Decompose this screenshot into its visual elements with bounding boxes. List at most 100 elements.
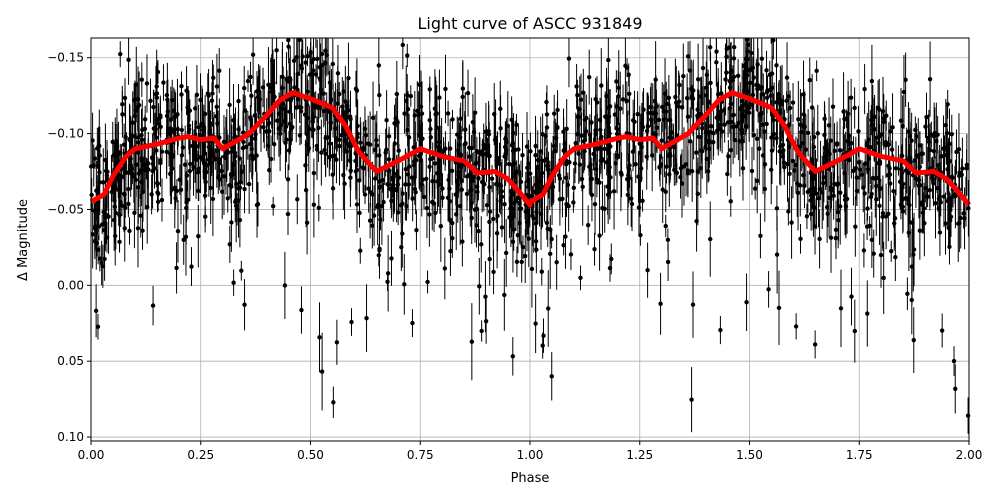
point-marker	[456, 170, 460, 174]
point-marker	[182, 238, 186, 242]
point-marker	[269, 89, 273, 93]
point-marker	[928, 188, 932, 192]
point-marker	[621, 97, 625, 101]
point-marker	[552, 111, 556, 115]
point-marker	[328, 141, 332, 145]
point-marker	[844, 116, 848, 120]
point-marker	[877, 107, 881, 111]
point-marker	[796, 117, 800, 121]
point-marker	[893, 255, 897, 259]
point-marker	[136, 226, 140, 230]
point-marker	[729, 148, 733, 152]
point-marker	[910, 264, 914, 268]
point-marker	[563, 234, 567, 238]
point-marker	[764, 68, 768, 72]
point-marker	[777, 306, 781, 310]
point-marker	[292, 85, 296, 89]
point-marker	[93, 156, 97, 160]
point-marker	[377, 179, 381, 183]
point-marker	[331, 400, 335, 404]
point-marker	[117, 213, 121, 217]
point-marker	[664, 164, 668, 168]
point-marker	[474, 161, 478, 165]
point-marker	[443, 87, 447, 91]
point-marker	[862, 191, 866, 195]
point-marker	[433, 161, 437, 165]
point-marker	[487, 132, 491, 136]
point-marker	[230, 149, 234, 153]
point-marker	[684, 162, 688, 166]
point-marker	[188, 169, 192, 173]
point-marker	[317, 206, 321, 210]
point-marker	[476, 229, 480, 233]
point-marker	[764, 122, 768, 126]
point-marker	[869, 118, 873, 122]
point-marker	[943, 221, 947, 225]
point-marker	[774, 136, 778, 140]
point-marker	[165, 93, 169, 97]
point-marker	[242, 187, 246, 191]
point-marker	[940, 328, 944, 332]
point-marker	[249, 94, 253, 98]
point-marker	[94, 309, 98, 313]
point-marker	[548, 227, 552, 231]
point-marker	[778, 101, 782, 105]
point-marker	[184, 88, 188, 92]
point-marker	[894, 166, 898, 170]
point-marker	[474, 223, 478, 227]
point-marker	[812, 135, 816, 139]
point-marker	[207, 130, 211, 134]
point-marker	[834, 236, 838, 240]
point-marker	[808, 187, 812, 191]
point-marker	[305, 220, 309, 224]
point-marker	[674, 170, 678, 174]
point-marker	[626, 173, 630, 177]
point-marker	[928, 148, 932, 152]
point-marker	[155, 190, 159, 194]
point-marker	[307, 146, 311, 150]
point-marker	[217, 68, 221, 72]
point-marker	[760, 57, 764, 61]
point-marker	[495, 231, 499, 235]
point-marker	[775, 252, 779, 256]
point-marker	[477, 284, 481, 288]
point-marker	[813, 342, 817, 346]
point-marker	[540, 343, 544, 347]
point-marker	[791, 100, 795, 104]
point-marker	[253, 113, 257, 117]
point-marker	[484, 152, 488, 156]
point-marker	[443, 266, 447, 270]
point-marker	[448, 218, 452, 222]
point-marker	[879, 253, 883, 257]
point-marker	[274, 48, 278, 52]
point-marker	[229, 184, 233, 188]
point-marker	[573, 161, 577, 165]
point-marker	[546, 168, 550, 172]
point-marker	[736, 74, 740, 78]
point-marker	[389, 256, 393, 260]
point-marker	[769, 168, 773, 172]
point-marker	[615, 155, 619, 159]
point-marker	[475, 190, 479, 194]
point-marker	[708, 237, 712, 241]
point-marker	[346, 108, 350, 112]
point-marker	[652, 131, 656, 135]
point-marker	[450, 169, 454, 173]
point-marker	[515, 260, 519, 264]
point-marker	[751, 93, 755, 97]
point-marker	[768, 73, 772, 77]
point-marker	[484, 319, 488, 323]
point-marker	[701, 66, 705, 70]
point-marker	[335, 340, 339, 344]
point-marker	[574, 141, 578, 145]
point-marker	[726, 154, 730, 158]
point-marker	[877, 204, 881, 208]
point-marker	[428, 157, 432, 161]
point-marker	[511, 239, 515, 243]
point-marker	[385, 280, 389, 284]
point-marker	[295, 197, 299, 201]
point-marker	[571, 200, 575, 204]
point-marker	[962, 216, 966, 220]
point-marker	[794, 324, 798, 328]
